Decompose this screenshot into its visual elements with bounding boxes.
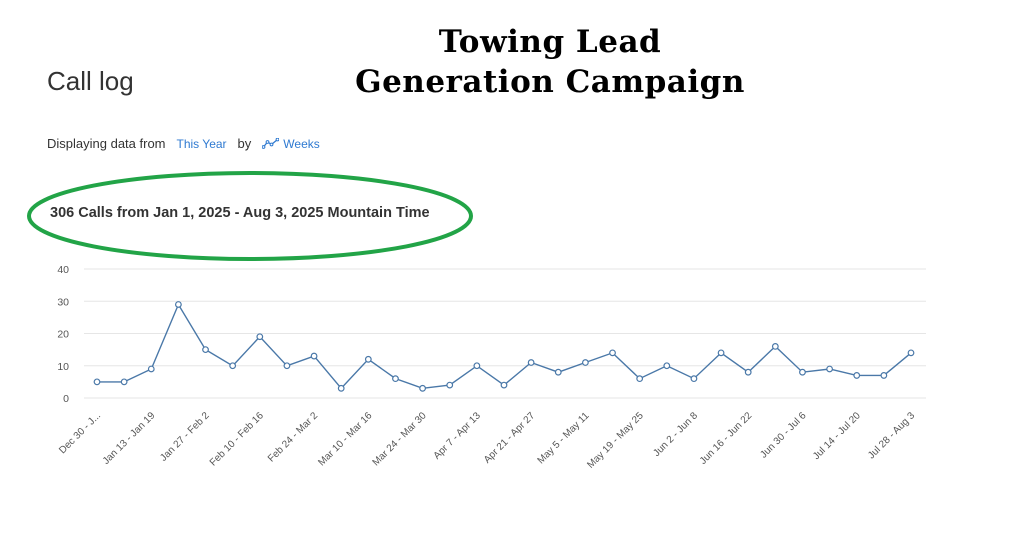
x-tick-label: May 5 - May 11 [536,410,592,466]
data-point[interactable] [663,362,671,370]
data-point[interactable] [880,372,888,379]
page-title: Call log [47,66,134,96]
data-point[interactable] [582,359,589,366]
interval-link[interactable]: Weeks [262,136,320,151]
data-point[interactable] [174,301,182,308]
data-point[interactable] [609,349,616,357]
chart-grid [84,268,926,399]
x-tick-label: Jan 27 - Feb 2 [158,410,212,464]
data-point[interactable] [527,359,535,366]
y-tick-label: 0 [63,393,69,405]
data-point[interactable] [826,365,833,373]
data-point[interactable] [473,362,481,370]
banner-line-1: Towing Lead [438,24,662,60]
x-tick-label: Feb 10 - Feb 16 [208,410,266,468]
x-tick-label: Jun 2 - Jun 8 [651,410,700,459]
y-tick-label: 40 [57,264,69,276]
banner-line-2: Generation Campaign [355,64,745,100]
data-point[interactable] [636,375,644,383]
interval-label: Weeks [283,136,320,151]
x-tick-label: Mar 24 - Mar 30 [371,410,429,468]
x-tick-label: Apr 7 - Apr 13 [432,410,484,462]
data-point[interactable] [202,346,209,354]
x-tick-label: Feb 24 - Mar 2 [266,410,320,464]
x-tick-label: Jul 28 - Aug 3 [866,410,917,461]
data-point[interactable] [554,368,562,376]
data-point[interactable] [310,352,318,360]
series-line [97,302,912,390]
campaign-banner: Towing Lead Generation Campaign [280,22,820,102]
y-tick-label: 30 [57,296,69,308]
data-point[interactable] [690,375,698,383]
x-tick-label: Jul 14 - Jul 20 [811,410,863,462]
data-point[interactable] [853,372,861,379]
x-tick-label: Jun 16 - Jun 22 [698,410,755,467]
data-point[interactable] [500,381,508,389]
x-tick-label: Apr 21 - Apr 27 [482,410,538,466]
highlight-ellipse [27,171,473,261]
data-point[interactable] [256,333,264,341]
filter-by-label: by [237,136,252,151]
filter-prefix: Displaying data from [47,136,166,151]
data-point[interactable] [392,375,399,383]
x-tick-label: Jun 30 - Jul 6 [758,410,809,461]
series-layer [93,301,915,392]
data-point[interactable] [799,368,806,376]
data-point[interactable] [283,362,291,370]
data-point[interactable] [744,368,752,376]
data-point[interactable] [120,378,128,386]
date-range-link[interactable]: This Year [176,136,227,151]
data-point[interactable] [93,378,101,386]
x-axis-ticks: Dec 30 - J...Jan 13 - Jan 19 Jan 27 - Feb… [57,410,917,471]
data-point[interactable] [446,381,454,389]
data-point[interactable] [419,384,427,392]
y-tick-label: 20 [57,329,69,341]
x-tick-label: Mar 10 - Mar 16 [316,410,374,468]
x-tick-label: Jan 13 - Jan 19 [101,410,158,467]
x-tick-label: May 19 - May 25 [585,410,646,471]
data-point[interactable] [147,365,155,373]
line-chart-icon [262,138,280,149]
data-point[interactable] [907,349,915,357]
call-summary: 306 Calls from Jan 1, 2025 - Aug 3, 2025… [50,205,430,221]
x-tick-label: Dec 30 - J... [57,410,103,456]
data-point[interactable] [337,384,345,392]
data-point[interactable] [229,362,237,370]
data-point[interactable] [771,343,779,350]
filter-row: Displaying data from This Year by Weeks [47,136,320,151]
y-axis-ticks: 0 10 20 30 40 [57,264,69,405]
data-point[interactable] [717,349,725,357]
data-point[interactable] [364,355,372,363]
y-tick-label: 10 [57,361,69,373]
